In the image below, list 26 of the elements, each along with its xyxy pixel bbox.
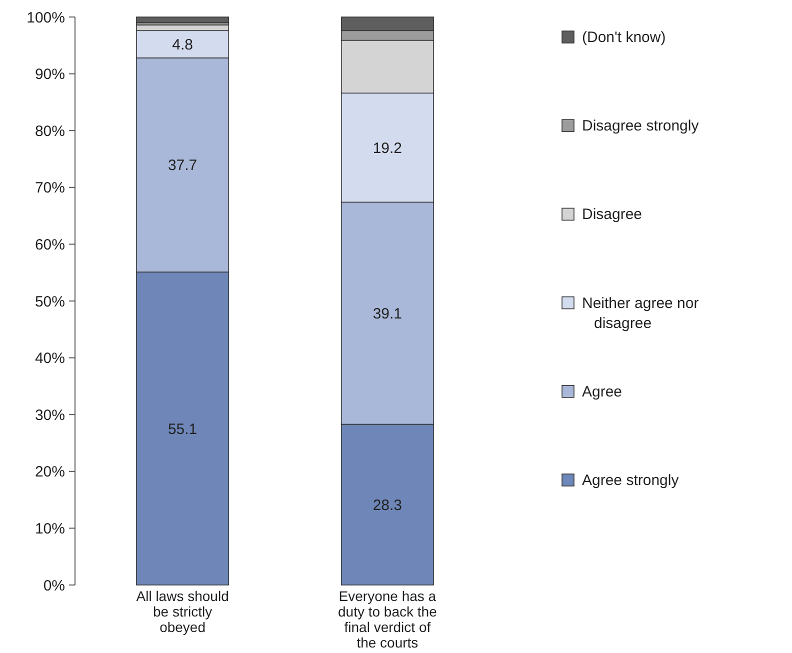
legend-label: Neither agree nor disagree — [582, 294, 699, 332]
y-tick-label: 20% — [34, 464, 65, 481]
y-tick-label: 0% — [43, 577, 65, 594]
x-tick-label: All laws should be strictly obeyed — [136, 588, 229, 635]
y-tick-label: 40% — [34, 350, 65, 368]
legend-label: (Don't know) — [582, 29, 666, 46]
legend-label: Disagree — [582, 206, 642, 224]
data-label: 28.3 — [372, 496, 402, 514]
y-tick-label: 10% — [34, 520, 65, 538]
bar — [136, 16, 230, 24]
y-tick-label: 100% — [26, 9, 65, 26]
legend-label: Agree strongly — [582, 472, 680, 489]
data-label: 55.1 — [168, 420, 198, 438]
y-tick-label: 80% — [34, 122, 65, 140]
data-label: 39.1 — [372, 305, 402, 322]
data-label: 19.2 — [372, 140, 402, 157]
data-label: 4.8 — [172, 36, 193, 54]
y-tick-label: 90% — [34, 66, 65, 84]
y-tick-label: 50% — [34, 293, 65, 310]
data-label: 37.7 — [168, 157, 198, 174]
x-tick-label: Everyone has a duty to back the final verdict of the courts — [338, 588, 438, 650]
y-tick-label: 30% — [34, 406, 65, 424]
y-tick-label: 60% — [34, 236, 65, 254]
legend-label: Disagree strongly — [582, 118, 700, 135]
legend-label: Agree — [582, 383, 622, 400]
y-tick-label: 70% — [34, 180, 65, 197]
